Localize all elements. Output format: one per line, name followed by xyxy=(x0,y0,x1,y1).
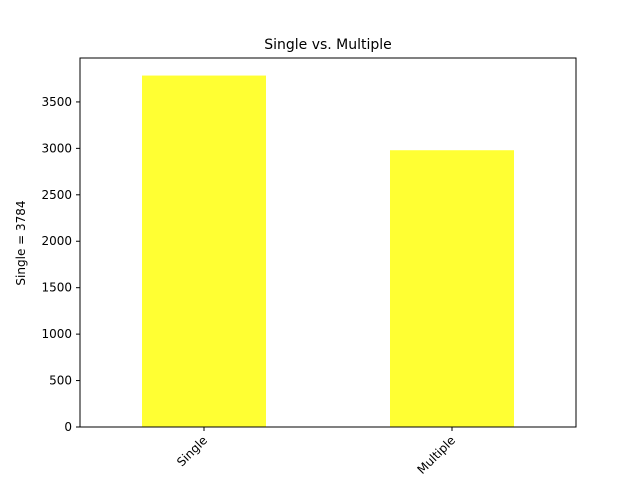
y-axis-label: Single = 3784 xyxy=(14,200,28,285)
bars-group xyxy=(142,75,514,427)
chart-title: Single vs. Multiple xyxy=(264,37,392,53)
y-tick-label: 3000 xyxy=(41,141,72,155)
y-tick-label: 0 xyxy=(64,420,72,434)
y-tick-label: 1000 xyxy=(41,327,72,341)
y-tick-label: 500 xyxy=(49,374,72,388)
plot-frame xyxy=(79,57,577,428)
y-tick-label: 2500 xyxy=(41,188,72,202)
y-tick-label: 1500 xyxy=(41,281,72,295)
bar-multiple xyxy=(390,150,514,427)
y-axis-ticks: 0 500 1000 1500 2000 2500 3000 3500 xyxy=(41,95,80,434)
y-tick-label: 3500 xyxy=(41,95,72,109)
bar-single xyxy=(142,75,266,427)
y-tick-label: 2000 xyxy=(41,234,72,248)
